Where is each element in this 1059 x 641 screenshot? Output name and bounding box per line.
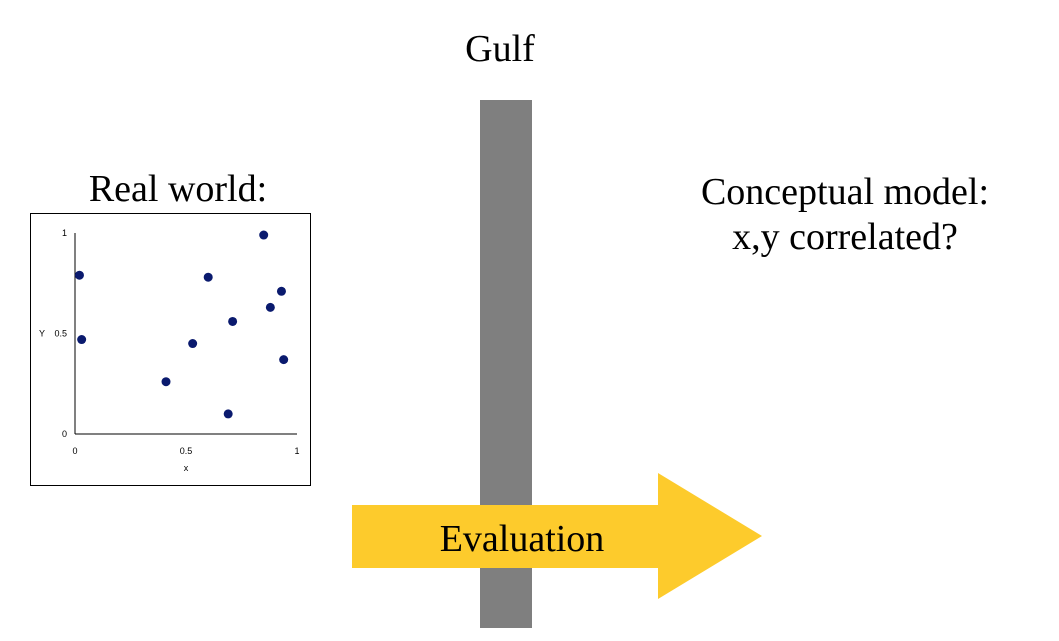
evaluation-arrow	[352, 473, 762, 599]
x-axis-label: x	[184, 463, 189, 473]
scatter-chart-frame: 0 0.5 1 0 0.5 1 x Y	[30, 213, 311, 486]
y-tick-label: 0.5	[54, 329, 67, 339]
evaluation-label: Evaluation	[439, 518, 605, 560]
real-world-label: Real world:	[88, 168, 268, 210]
scatter-point	[276, 286, 286, 296]
conceptual-model-line-1: Conceptual model:	[700, 171, 990, 213]
scatter-points	[74, 230, 289, 419]
conceptual-model-line-2: x,y correlated?	[732, 215, 958, 258]
scatter-point	[161, 377, 171, 387]
scatter-point	[279, 355, 289, 365]
scatter-point	[259, 230, 269, 240]
scatter-point	[74, 270, 84, 280]
scatter-chart: 0 0.5 1 00.51 x Y	[39, 228, 300, 473]
conceptual-model-text: Conceptual model: x,y correlated?	[650, 170, 1040, 260]
y-axis-label: Y	[39, 329, 45, 339]
gulf-title: Gulf	[465, 28, 535, 70]
scatter-point	[265, 302, 275, 312]
x-tick-labels: 0 0.5 1	[72, 446, 299, 456]
y-tick-label: 1	[62, 228, 67, 238]
scatter-point	[223, 409, 233, 419]
x-tick-label: 1	[294, 446, 299, 456]
x-tick-label: 0	[72, 446, 77, 456]
x-tick-label: 0.5	[180, 446, 193, 456]
scatter-point	[188, 339, 198, 349]
scatter-point	[203, 272, 213, 282]
evaluation-arrow-shape	[352, 473, 762, 599]
y-tick-labels: 00.51	[54, 228, 67, 439]
scatter-point	[77, 335, 87, 345]
scatter-point	[228, 316, 238, 326]
y-tick-label: 0	[62, 429, 67, 439]
